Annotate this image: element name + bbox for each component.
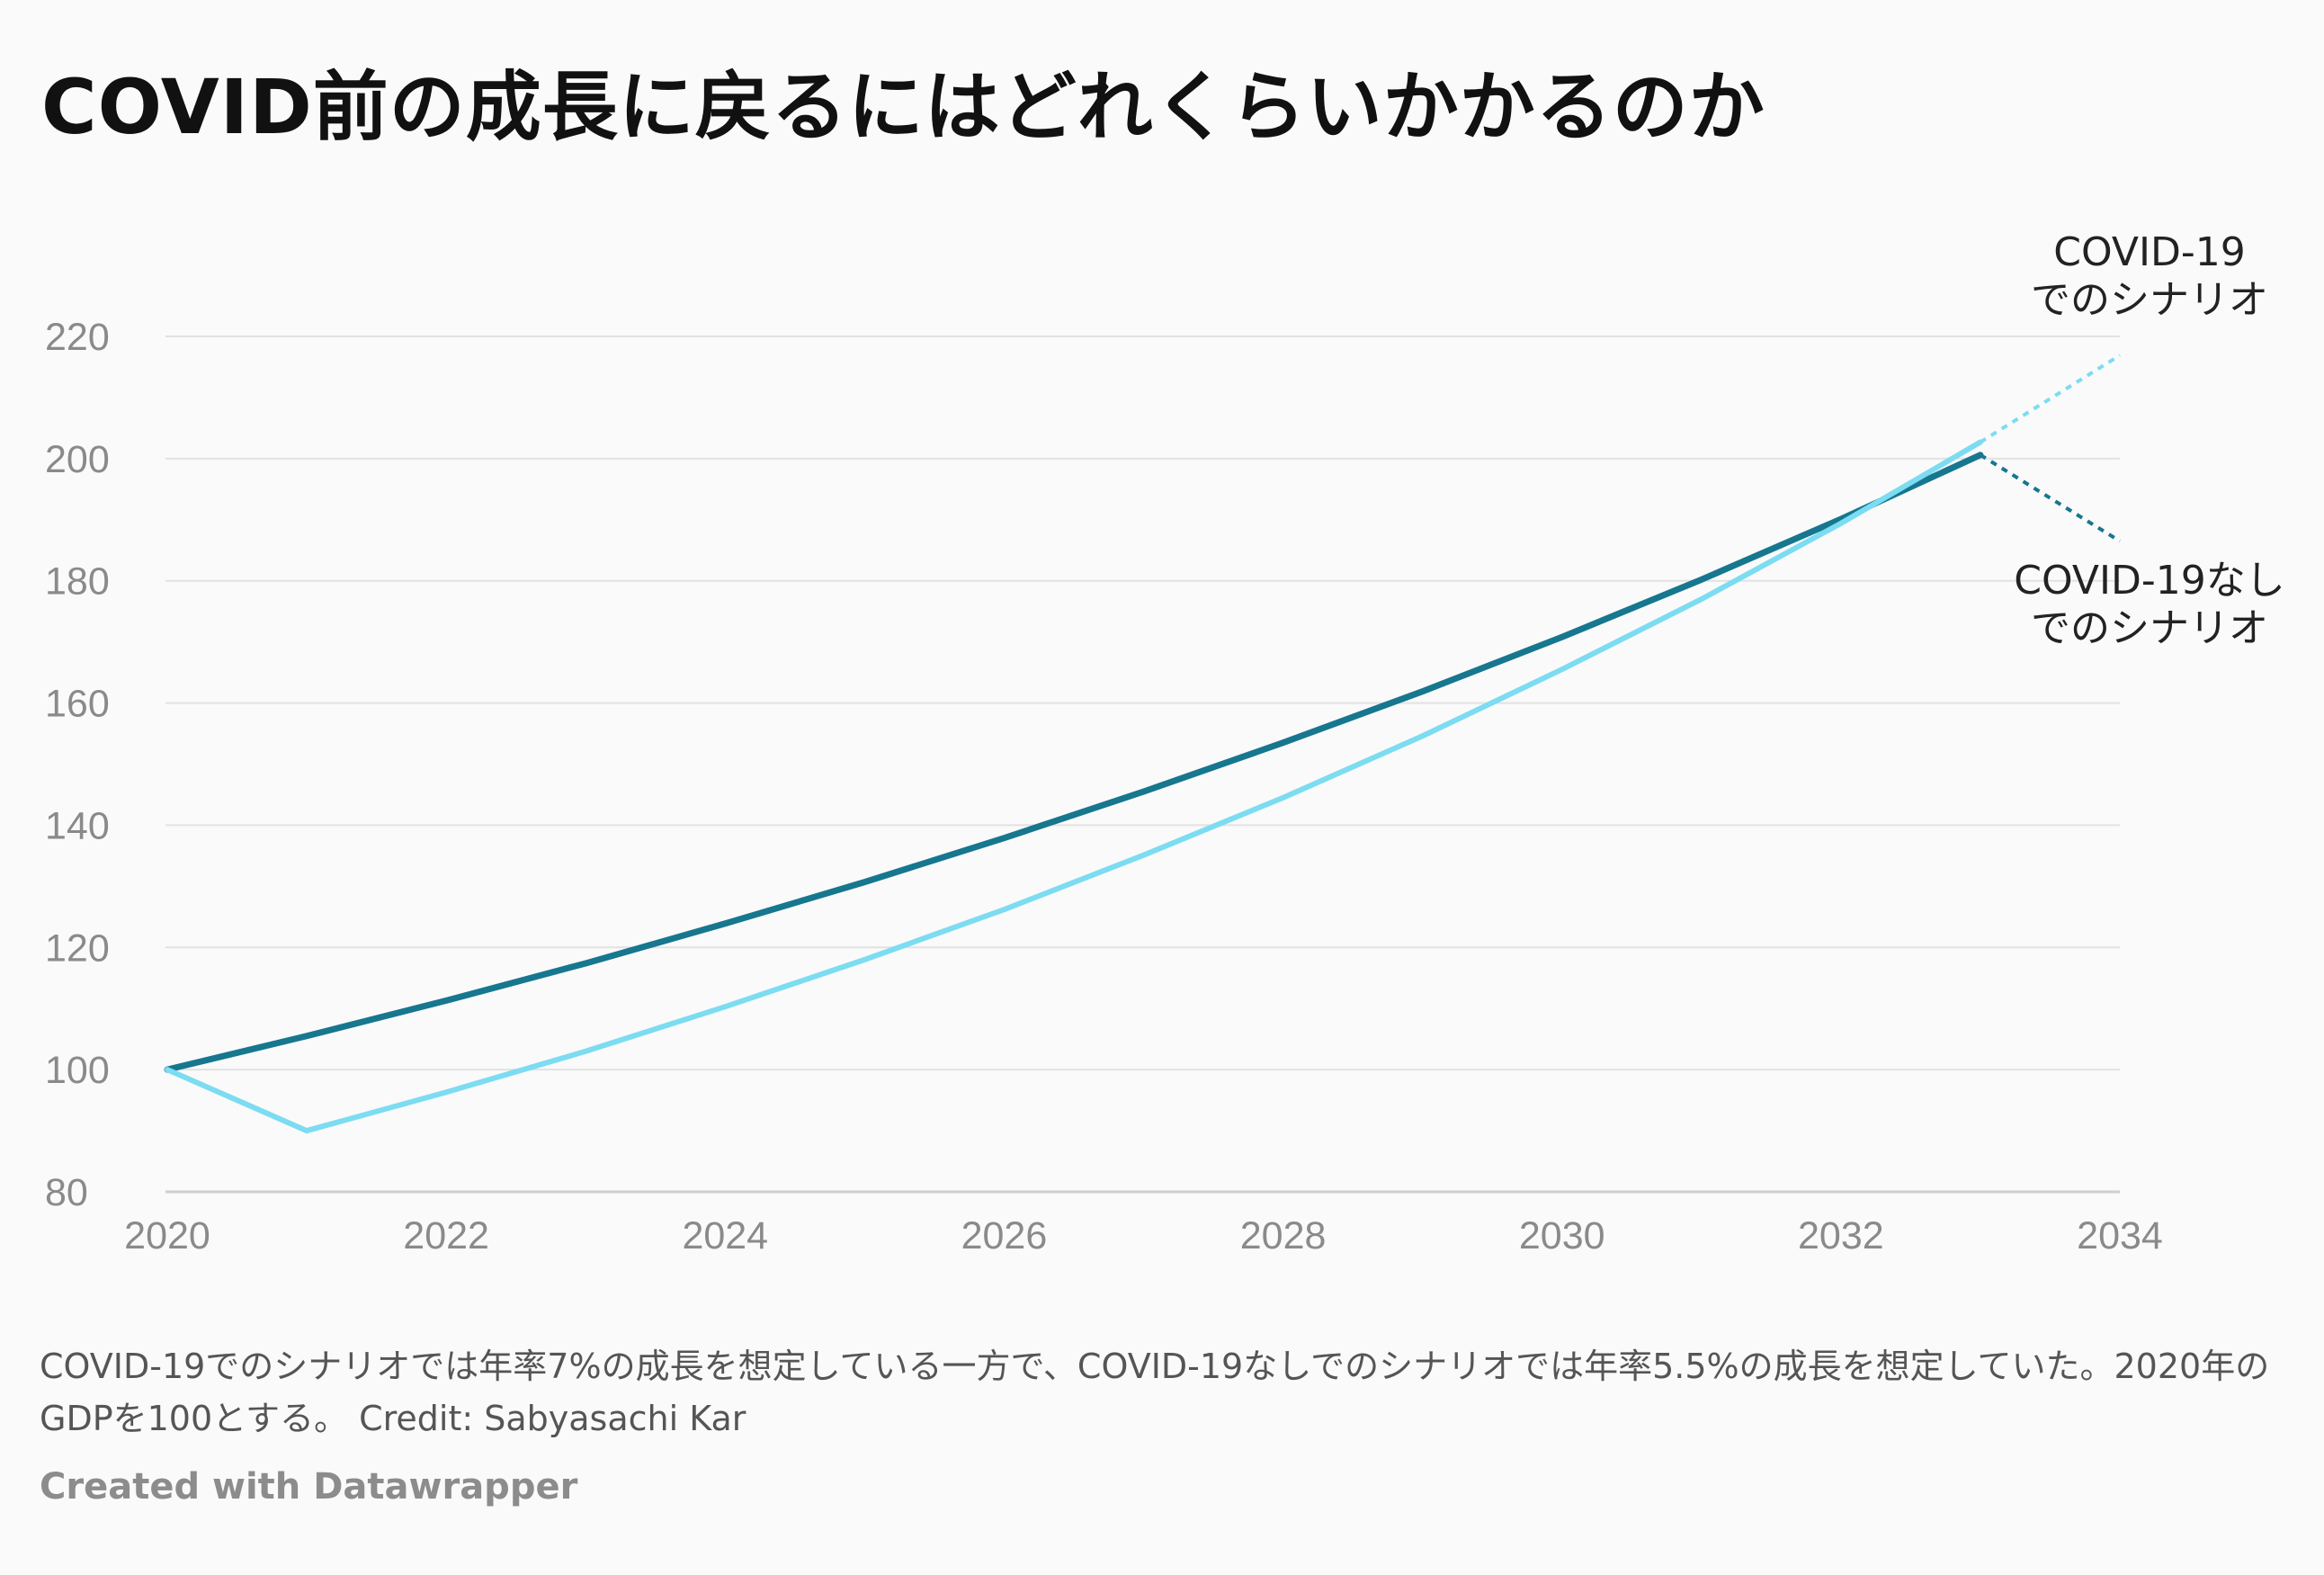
series-projection xyxy=(1979,453,2122,543)
y-tick-label: 80 xyxy=(45,1171,88,1214)
x-tick-label: 2026 xyxy=(961,1214,1048,1257)
grid-lines xyxy=(165,336,2120,1194)
line-chart: 80 100 120 140 160 180 200 220 2020 2022 2024 2026… xyxy=(45,229,2285,1257)
x-tick-label: 2022 xyxy=(403,1214,489,1257)
x-tick-label: 2034 xyxy=(2077,1214,2163,1257)
x-tick-label: 2020 xyxy=(124,1214,210,1257)
y-tick-label: 200 xyxy=(45,438,110,481)
series-label-line: COVID-19 xyxy=(2053,229,2245,275)
x-tick-label: 2024 xyxy=(682,1214,768,1257)
series-line xyxy=(164,452,1984,1073)
x-tick-label: 2030 xyxy=(1519,1214,1605,1257)
x-axis-ticks: 2020 2022 2024 2026 2028 2030 2032 2034 xyxy=(124,1214,2163,1257)
y-tick-label: 180 xyxy=(45,560,110,604)
series-label-line: でのシナリオ xyxy=(2031,277,2268,323)
x-tick-label: 2032 xyxy=(1798,1214,1884,1257)
y-tick-label: 120 xyxy=(45,926,110,970)
y-tick-label: 220 xyxy=(45,316,110,359)
chart-note: COVID-19でのシナリオでは年率7%の成長を想定している一方で、COVID-… xyxy=(40,1347,2270,1438)
credit-link[interactable]: Created with Datawrapper xyxy=(40,1466,578,1508)
x-tick-label: 2028 xyxy=(1240,1214,1327,1257)
series-label: COVID-19なしでのシナリオ xyxy=(2014,558,2284,651)
series-line xyxy=(165,439,1983,1134)
series-label-line: でのシナリオ xyxy=(2031,605,2268,651)
series-label: COVID-19 でのシナリオ xyxy=(2031,229,2268,323)
y-tick-label: 140 xyxy=(45,804,110,847)
series-label-line: COVID-19なし xyxy=(2014,558,2284,604)
series-projection xyxy=(1979,353,2122,444)
y-tick-label: 160 xyxy=(45,683,110,726)
chart-title: COVID前の成長に戻るにはどれくらいかかるのか xyxy=(41,63,1765,151)
y-tick-label: 100 xyxy=(45,1049,110,1092)
series-lines xyxy=(164,353,2122,1134)
y-axis-ticks: 80 100 120 140 160 180 200 220 xyxy=(45,316,110,1214)
